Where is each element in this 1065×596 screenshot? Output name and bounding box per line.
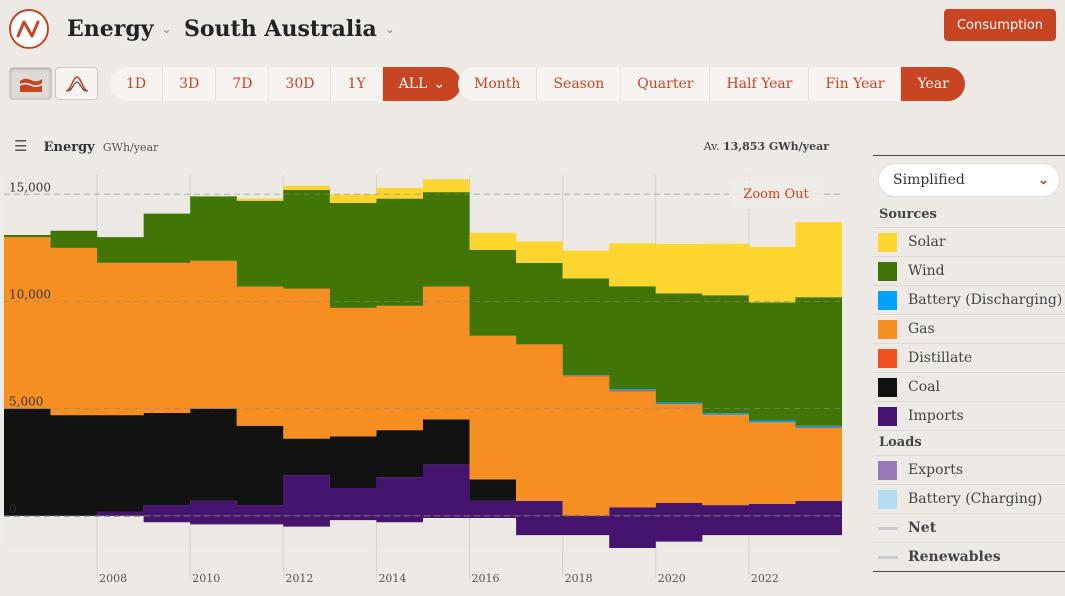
legend-panel: Simplified ⌄ Sources Solar Wind Battery (D… — [873, 155, 1065, 572]
legend-item-solar[interactable]: Solar — [873, 228, 1065, 257]
interval-tab-half-year[interactable]: Half Year — [710, 67, 810, 101]
legend-item-coal[interactable]: Coal — [873, 373, 1065, 402]
range-tab-7d[interactable]: 7D — [216, 67, 270, 101]
legend-label: Wind — [908, 263, 945, 279]
legend-label: Solar — [908, 234, 946, 250]
average-value: 13,853 GWh/year — [722, 139, 829, 153]
legend-line — [878, 555, 898, 559]
line-chart-icon — [65, 75, 88, 92]
app-logo[interactable] — [9, 9, 49, 49]
legend-swatch — [878, 489, 897, 509]
legend-swatch — [878, 290, 897, 310]
x-tick-label: 2010 — [192, 572, 220, 585]
metric-selector[interactable]: Energy ⌄ — [67, 16, 172, 42]
metric-title: Energy — [67, 16, 154, 42]
line-chart-toggle[interactable] — [55, 67, 98, 100]
x-tick-label: 2014 — [378, 572, 406, 585]
chevron-down-icon: ⌄ — [161, 22, 172, 36]
legend-swatch — [878, 261, 897, 281]
legend-label: Coal — [908, 379, 940, 395]
y-tick-label: 0 — [9, 502, 17, 516]
loads-heading: Loads — [873, 431, 1065, 456]
range-tabs: 1D 3D 7D 30D 1Y ALL ⌄ — [110, 67, 462, 101]
legend-item-battery-discharging[interactable]: Battery (Discharging) — [873, 286, 1065, 315]
legend-item-renewables[interactable]: Renewables — [873, 543, 1065, 572]
area-chart-icon — [19, 78, 42, 92]
average-prefix: Av. — [703, 139, 720, 153]
legend-label: Net — [908, 520, 937, 536]
x-tick-label: 2022 — [751, 572, 779, 585]
legend-label: Exports — [908, 462, 964, 478]
series-area-gas — [4, 237, 842, 516]
chart-label: Energy — [43, 140, 95, 155]
chart-unit: GWh/year — [102, 141, 159, 154]
interval-tab-fin-year[interactable]: Fin Year — [809, 67, 902, 101]
area-chart-toggle[interactable] — [9, 67, 52, 100]
legend-label: Gas — [908, 321, 935, 337]
energy-stacked-area-chart[interactable]: 15,000 10,000 5,000 0 2008 2010 2012 2014 2016 20… — [0, 155, 860, 596]
range-tab-30d[interactable]: 30D — [269, 67, 332, 101]
legend-swatch — [878, 460, 897, 480]
chart-average: Av. 13,853 GWh/year — [704, 140, 829, 153]
zoom-out-label: Zoom Out — [743, 187, 809, 202]
legend-item-imports[interactable]: Imports — [873, 402, 1065, 431]
consumption-button[interactable]: Consumption — [944, 9, 1056, 41]
legend-swatch — [878, 319, 897, 339]
legend-label: Renewables — [908, 549, 1001, 565]
region-selector[interactable]: South Australia ⌄ — [184, 16, 395, 42]
legend-label: Distillate — [908, 350, 973, 366]
legend-label: Battery (Charging) — [908, 491, 1043, 507]
y-tick-label: 10,000 — [9, 287, 51, 301]
legend-swatch — [878, 232, 897, 252]
legend-item-wind[interactable]: Wind — [873, 257, 1065, 286]
range-tab-1y[interactable]: 1Y — [331, 67, 383, 101]
legend-swatch — [878, 406, 897, 426]
interval-tab-year[interactable]: Year — [901, 67, 965, 101]
legend-item-net[interactable]: Net — [873, 514, 1065, 543]
zoom-out-button[interactable]: Zoom Out — [729, 177, 824, 209]
region-title: South Australia — [184, 16, 377, 42]
interval-tab-month[interactable]: Month — [458, 67, 538, 101]
y-tick-label: 15,000 — [9, 180, 51, 194]
x-tick-label: 2020 — [658, 572, 686, 585]
interval-tab-season[interactable]: Season — [537, 67, 622, 101]
x-tick-label: 2018 — [565, 572, 593, 585]
view-mode-dropdown[interactable]: Simplified ⌄ — [878, 163, 1060, 197]
legend-swatch — [878, 348, 897, 368]
range-tab-all[interactable]: ALL ⌄ — [382, 67, 462, 101]
chart-type-toggle — [9, 67, 98, 100]
range-tab-3d[interactable]: 3D — [163, 67, 217, 101]
zoom-out-bg — [729, 177, 824, 209]
interval-tabs: Month Season Quarter Half Year Fin Year Year — [458, 67, 965, 101]
series-area-imports — [4, 464, 842, 516]
legend-item-exports[interactable]: Exports — [873, 456, 1065, 485]
legend-swatch — [878, 377, 897, 397]
series-area-wind — [4, 190, 842, 426]
y-tick-label: 5,000 — [9, 395, 43, 409]
x-tick-label: 2008 — [99, 572, 127, 585]
chart-header: ☰ Energy GWh/year Av. 13,853 GWh/year — [14, 137, 829, 155]
interval-tab-quarter[interactable]: Quarter — [621, 67, 711, 101]
legend-item-gas[interactable]: Gas — [873, 315, 1065, 344]
logo-icon — [16, 20, 40, 38]
chevron-down-icon: ⌄ — [1038, 172, 1049, 188]
chevron-down-icon: ⌄ — [384, 22, 395, 36]
chevron-down-icon: ⌄ — [433, 76, 446, 92]
menu-icon[interactable]: ☰ — [14, 137, 28, 155]
series-area-solar — [4, 179, 842, 303]
legend-item-distillate[interactable]: Distillate — [873, 344, 1065, 373]
legend-item-battery-charging[interactable]: Battery (Charging) — [873, 485, 1065, 514]
view-mode-value: Simplified — [893, 172, 965, 188]
range-tab-1d[interactable]: 1D — [110, 67, 164, 101]
legend-label: Imports — [908, 408, 964, 424]
x-tick-label: 2016 — [472, 572, 500, 585]
x-tick-label: 2012 — [285, 572, 313, 585]
legend-label: Battery (Discharging) — [908, 292, 1063, 308]
series-area-coal — [4, 408, 842, 516]
legend-line — [878, 526, 898, 530]
series-area-exports — [4, 515, 842, 548]
sources-heading: Sources — [873, 203, 1065, 228]
